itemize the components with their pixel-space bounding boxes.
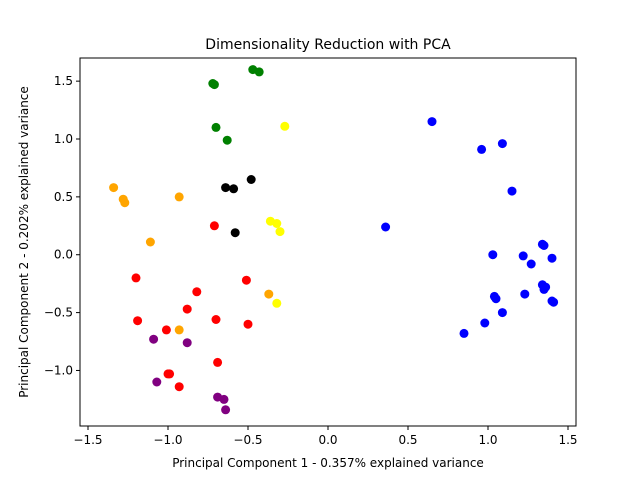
y-tick-label: 1.5: [54, 74, 73, 88]
x-tick-label: 0.0: [318, 433, 337, 447]
x-tick-label: 1.0: [478, 433, 497, 447]
data-point: [547, 253, 557, 263]
data-point: [213, 357, 223, 367]
x-tick-label: 1.5: [558, 433, 577, 447]
data-point: [161, 325, 171, 335]
data-point: [246, 175, 256, 184]
data-point: [539, 284, 549, 294]
data-point: [174, 325, 184, 335]
data-point: [488, 250, 498, 260]
data-point: [272, 219, 282, 228]
data-point: [145, 237, 155, 247]
data-point: [539, 241, 549, 250]
data-point: [549, 297, 559, 307]
y-tick-label: 0.0: [54, 248, 73, 262]
x-tick-label: 0.5: [398, 433, 417, 447]
data-point: [272, 298, 282, 308]
data-point: [254, 67, 264, 77]
data-point: [152, 377, 162, 387]
data-point: [182, 304, 192, 314]
data-point: [209, 221, 219, 231]
data-point: [280, 121, 290, 131]
data-point: [229, 184, 239, 194]
data-point: [219, 394, 229, 404]
x-tick-label: −1.0: [153, 433, 182, 447]
y-tick-label: −1.0: [44, 363, 73, 377]
chart-title: Dimensionality Reduction with PCA: [205, 37, 451, 53]
data-point: [174, 192, 184, 202]
data-point: [109, 183, 119, 193]
data-point: [149, 334, 159, 344]
y-tick-label: 1.0: [54, 132, 73, 146]
data-point: [221, 183, 231, 193]
data-point: [243, 319, 253, 329]
y-tick-label: 0.5: [54, 190, 73, 204]
x-tick-label: −1.5: [73, 433, 102, 447]
data-point: [221, 405, 231, 415]
data-point: [120, 198, 130, 208]
data-point: [182, 338, 192, 348]
data-point: [174, 382, 184, 392]
data-point: [507, 186, 517, 196]
data-point: [241, 275, 251, 285]
data-point: [518, 251, 528, 261]
data-point: [211, 315, 221, 324]
data-point: [526, 259, 536, 269]
data-point: [427, 117, 437, 127]
y-tick-label: −0.5: [44, 306, 73, 320]
x-axis-label: Principal Component 1 - 0.357% explained…: [172, 456, 484, 470]
data-point: [497, 139, 507, 149]
data-point: [131, 273, 141, 283]
data-point: [230, 228, 240, 238]
data-point: [459, 328, 469, 338]
y-axis-ticks: −1.0 −0.5 0.0 0.5 1.0 1.5: [44, 74, 80, 377]
data-point: [222, 135, 232, 145]
data-point: [133, 316, 143, 326]
data-point: [192, 287, 202, 297]
data-point: [209, 80, 219, 90]
data-point: [381, 222, 391, 232]
x-axis-ticks: −1.5 −1.0 −0.5 0.0 0.5 1.0 1.5: [73, 426, 578, 447]
data-point: [520, 289, 530, 299]
data-point: [477, 144, 487, 154]
data-point: [165, 369, 175, 379]
points-layer: [109, 65, 559, 415]
data-point: [264, 289, 274, 299]
data-point: [480, 318, 490, 328]
data-point: [275, 227, 285, 237]
data-point: [497, 308, 507, 318]
x-tick-label: −0.5: [233, 433, 262, 447]
data-point: [211, 122, 221, 132]
data-point: [491, 294, 501, 304]
y-axis-label: Principal Component 2 - 0.202% explained…: [17, 86, 31, 398]
